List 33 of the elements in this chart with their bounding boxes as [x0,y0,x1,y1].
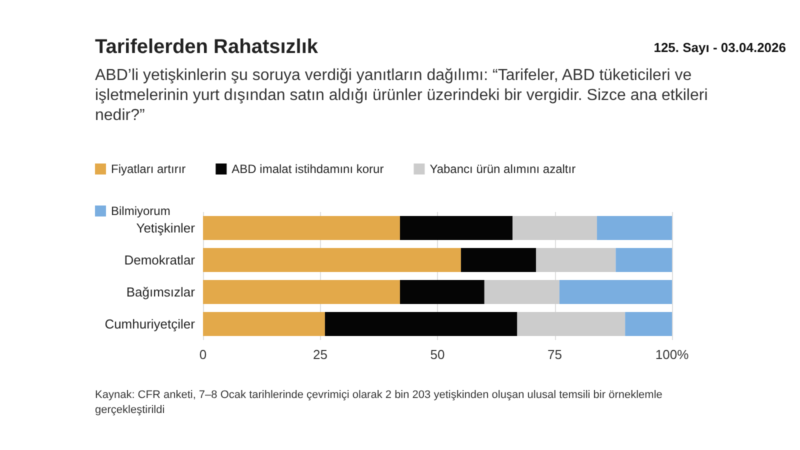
x-tick-label: 75 [548,347,562,362]
x-tick-label: 25 [313,347,328,362]
bar [203,312,325,336]
bar [625,312,672,336]
legend-label: Bilmiyorum [111,204,170,218]
y-tick-label: Yetişkinler [136,220,196,236]
bar [460,248,536,272]
bar [616,248,672,272]
bar [324,312,518,336]
bar [596,216,672,240]
bar [512,216,597,240]
chart-subtitle: ABD’li yetişkinlerin şu soruya verdiği yanıtların dağılımı: “Tarifeler, ABD tüketicileri ve işletmelerinin yurt dışından satın aldığı ürünler üzerindeki bir vergidir. Sizce ana etkileri nedir?” [95,66,709,126]
bar [203,248,461,272]
x-tick-label: 100% [655,347,690,362]
bar [559,280,672,304]
legend-label: Yabancı ürün alımını azaltır [430,162,576,176]
x-tick-label: 0 [199,347,207,362]
y-tick-label: Demokratlar [124,252,196,268]
bar [400,280,484,304]
y-tick-label: Bağımsızlar [126,284,196,300]
bar [517,312,626,336]
bar [203,216,400,240]
chart-title: Tarifelerden Rahatsızlık [95,36,318,59]
bar [400,216,513,240]
legend-label: Fiyatları artırır [111,162,186,176]
text: Kaynak: CFR anketi, 7–8 Ocak tarihlerinde çevrimiçi olarak 2 bin 203 yetişkinden oluşan ulusal temsili bir örneklemle gerçekleştirildi [95,388,664,418]
legend-label: ABD imalat istihdamını korur [232,162,384,176]
x-tick-label: 50 [430,347,445,362]
bar [536,248,616,272]
bar [203,280,400,304]
y-tick-label: Cumhuriyetçiler [104,316,196,332]
text: 125. Sayı - 03.04.2026 [654,40,786,55]
bar [484,280,560,304]
